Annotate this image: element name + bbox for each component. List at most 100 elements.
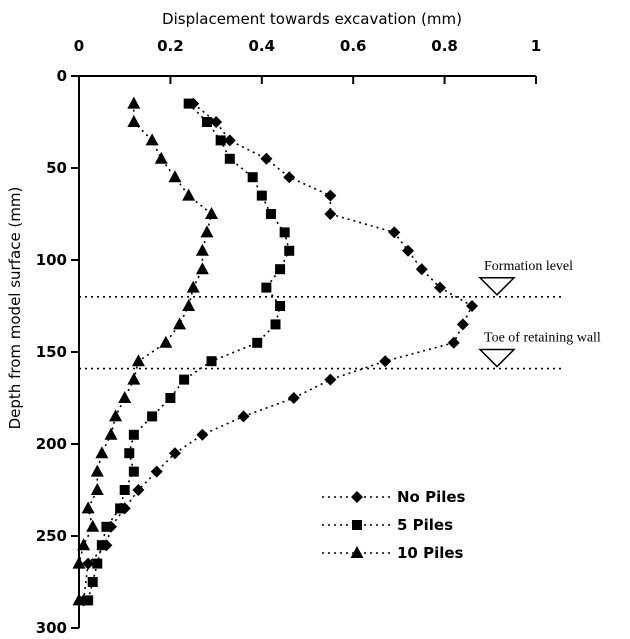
series-line — [87, 103, 291, 601]
triangle-marker — [90, 464, 104, 477]
square-marker — [252, 337, 263, 348]
triangle-marker — [205, 207, 219, 219]
square-marker — [206, 356, 217, 367]
triangle-marker — [154, 151, 168, 164]
y-tick-label: 50 — [46, 159, 67, 177]
square-marker — [101, 521, 112, 532]
y-axis-ticks: 0 50 100 150 200 250 300 — [36, 67, 79, 637]
legend-label: No Piles — [397, 488, 466, 506]
triangle-marker — [200, 225, 214, 238]
triangle-marker — [182, 299, 196, 311]
square-marker — [247, 172, 258, 183]
triangle-marker — [72, 556, 86, 569]
triangle-marker — [109, 409, 123, 422]
triangle-marker — [90, 483, 104, 495]
diamond-marker — [351, 491, 363, 503]
triangle-marker — [77, 538, 91, 551]
y-tick-label: 200 — [36, 435, 67, 453]
triangle-marker — [182, 188, 196, 201]
triangle-marker — [131, 354, 145, 367]
square-marker — [275, 264, 286, 275]
diamond-marker — [168, 447, 181, 460]
reference-line-label: Toe of retaining wall — [484, 331, 601, 346]
triangle-marker — [118, 391, 132, 403]
triangle-marker — [145, 133, 159, 146]
square-marker — [115, 503, 126, 514]
series-line — [78, 103, 213, 601]
diamond-marker — [388, 226, 401, 239]
square-marker — [147, 411, 158, 422]
x-axis-title: Displacement towards excavation (mm) — [162, 10, 462, 28]
square-marker — [352, 520, 362, 530]
triangle-marker — [72, 593, 86, 606]
square-marker — [284, 245, 295, 256]
square-marker — [124, 448, 135, 459]
y-axis-title: Depth from model surface (mm) — [6, 187, 24, 430]
triangle-marker — [350, 546, 364, 558]
triangle-marker — [173, 317, 187, 330]
triangle-marker — [195, 243, 209, 256]
diamond-marker — [150, 465, 163, 478]
square-marker — [96, 540, 107, 551]
diamond-marker — [466, 300, 479, 312]
level-marker-triangle — [478, 277, 516, 296]
diamond-marker — [223, 134, 236, 147]
y-tick-label: 100 — [36, 251, 67, 269]
triangle-marker — [81, 501, 95, 514]
legend-label: 5 Piles — [397, 516, 453, 534]
x-tick-label: 0 — [74, 37, 84, 55]
square-marker — [128, 466, 139, 477]
square-marker — [265, 209, 276, 219]
square-marker — [92, 558, 103, 569]
reference-line-label: Formation level — [484, 259, 573, 274]
diamond-marker — [260, 152, 273, 165]
square-marker — [215, 135, 226, 146]
square-marker — [256, 190, 267, 201]
triangle-marker — [86, 519, 100, 532]
square-marker — [87, 577, 98, 587]
triangle-marker — [168, 170, 182, 183]
legend-label: 10 Piles — [397, 544, 464, 562]
square-marker — [275, 301, 286, 311]
diamond-marker — [415, 263, 428, 276]
x-tick-label: 0.2 — [157, 37, 184, 55]
diamond-marker — [196, 428, 209, 441]
series-10-piles — [72, 96, 219, 606]
diamond-marker — [456, 318, 469, 331]
legend: No Piles 5 Piles 10 Piles — [322, 488, 466, 562]
triangle-marker — [127, 372, 141, 385]
diamond-marker — [237, 410, 250, 423]
x-tick-label: 0.8 — [431, 37, 458, 55]
diamond-marker — [447, 336, 460, 349]
diamond-marker — [324, 373, 337, 386]
triangle-marker — [159, 335, 173, 348]
square-marker — [183, 98, 194, 109]
y-tick-label: 0 — [57, 67, 67, 85]
square-marker — [279, 227, 290, 238]
diamond-marker — [402, 244, 415, 257]
diamond-marker — [132, 484, 145, 496]
x-tick-label: 0.4 — [249, 37, 276, 55]
diamond-marker — [82, 557, 95, 570]
y-tick-label: 150 — [36, 343, 67, 361]
diamond-marker — [210, 116, 223, 128]
diamond-marker — [287, 392, 300, 404]
square-marker — [179, 374, 190, 385]
series-5-piles — [83, 98, 295, 606]
x-axis-ticks: 0 0.2 0.4 0.6 0.8 1 — [74, 37, 541, 84]
square-marker — [261, 282, 272, 293]
square-marker — [128, 429, 139, 440]
square-marker — [270, 319, 281, 330]
y-tick-label: 300 — [36, 619, 67, 637]
square-marker — [165, 393, 176, 403]
reference-lines: Formation level Toe of retaining wall — [79, 259, 601, 370]
triangle-marker — [104, 427, 118, 440]
triangle-marker — [127, 96, 141, 109]
triangle-marker — [95, 446, 109, 459]
diamond-marker — [434, 281, 447, 294]
diamond-marker — [283, 171, 296, 184]
triangle-marker — [186, 280, 200, 293]
square-marker — [224, 153, 235, 164]
triangle-marker — [127, 115, 141, 127]
